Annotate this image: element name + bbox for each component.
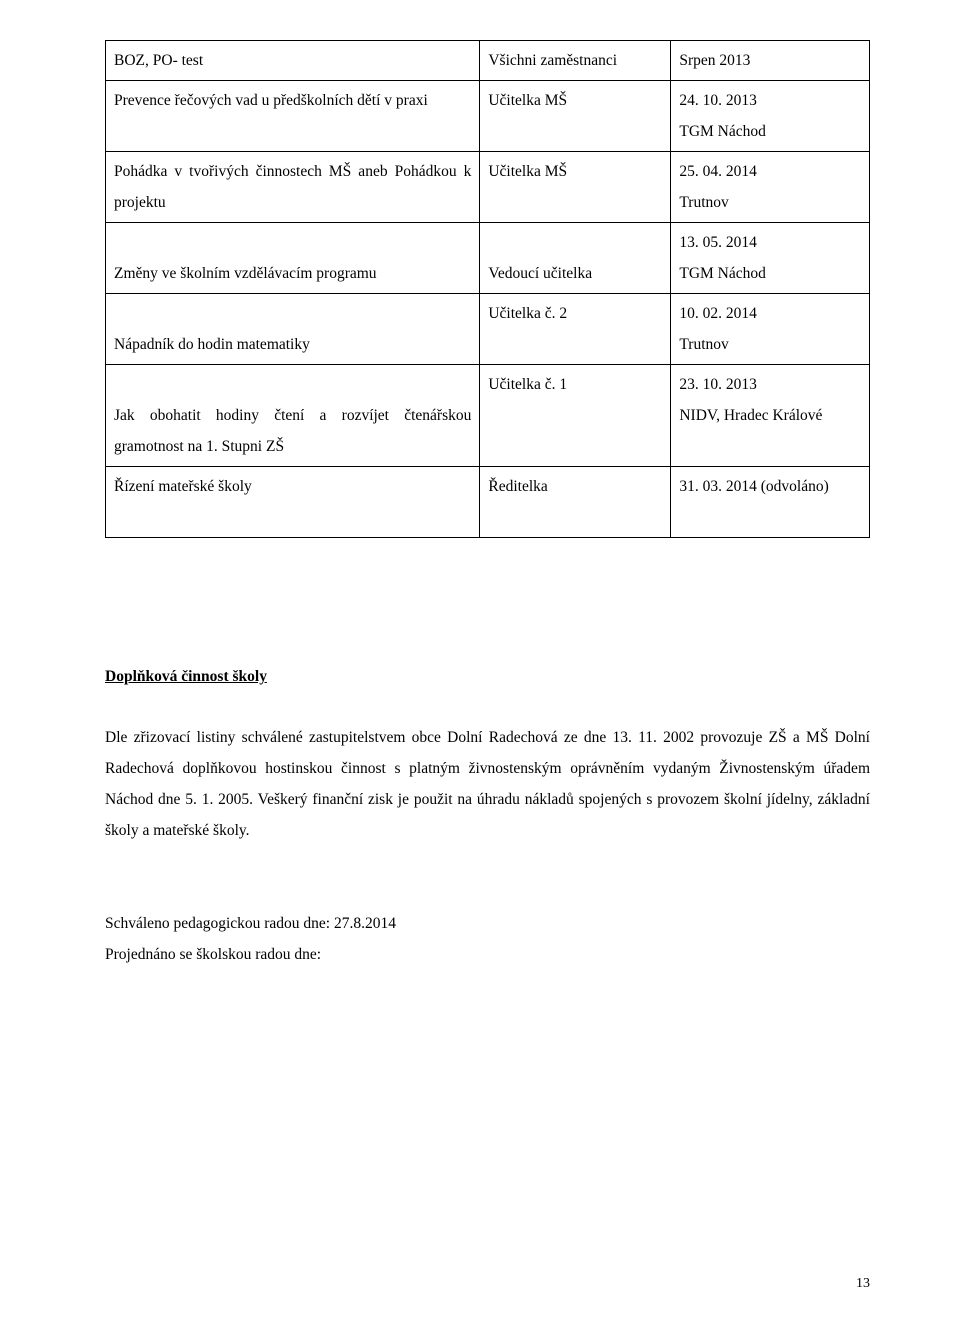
cell-date: 23. 10. 2013NIDV, Hradec Králové <box>671 365 870 467</box>
section-heading: Doplňková činnost školy <box>105 668 870 686</box>
cell-topic: BOZ, PO- test <box>106 41 480 81</box>
cell-date: 25. 04. 2014Trutnov <box>671 152 870 223</box>
discussed-line: Projednáno se školskou radou dne: <box>105 939 870 970</box>
cell-person: Učitelka MŠ <box>480 81 671 152</box>
cell-date: 24. 10. 2013TGM Náchod <box>671 81 870 152</box>
cell-date: 13. 05. 2014TGM Náchod <box>671 223 870 294</box>
page-number: 13 <box>856 1276 870 1292</box>
table-row: Nápadník do hodin matematiky Učitelka č.… <box>106 294 870 365</box>
table-row: Změny ve školním vzdělávacím programu Ve… <box>106 223 870 294</box>
document-page: BOZ, PO- test Všichni zaměstnanci Srpen … <box>0 0 960 1324</box>
cell-topic: Pohádka v tvořivých činnostech MŠ aneb P… <box>106 152 480 223</box>
cell-person: Učitelka MŠ <box>480 152 671 223</box>
cell-date: 10. 02. 2014Trutnov <box>671 294 870 365</box>
approval-line: Schváleno pedagogickou radou dne: 27.8.2… <box>105 908 870 939</box>
cell-topic: Prevence řečových vad u předškolních dět… <box>106 81 480 152</box>
spacer <box>105 846 870 908</box>
table-row: Pohádka v tvořivých činnostech MŠ aneb P… <box>106 152 870 223</box>
cell-person: Učitelka č. 2 <box>480 294 671 365</box>
cell-person: Ředitelka <box>480 467 671 538</box>
training-table: BOZ, PO- test Všichni zaměstnanci Srpen … <box>105 40 870 538</box>
table-row: Řízení mateřské školy Ředitelka 31. 03. … <box>106 467 870 538</box>
cell-topic: Nápadník do hodin matematiky <box>106 294 480 365</box>
table-row: Jak obohatit hodiny čtení a rozvíjet čte… <box>106 365 870 467</box>
cell-date: 31. 03. 2014 (odvoláno) <box>671 467 870 538</box>
cell-topic: Jak obohatit hodiny čtení a rozvíjet čte… <box>106 365 480 467</box>
cell-date: Srpen 2013 <box>671 41 870 81</box>
cell-person: Všichni zaměstnanci <box>480 41 671 81</box>
body-paragraph: Dle zřizovací listiny schválené zastupit… <box>105 722 870 846</box>
cell-person: Vedoucí učitelka <box>480 223 671 294</box>
cell-topic: Změny ve školním vzdělávacím programu <box>106 223 480 294</box>
table-row: Prevence řečových vad u předškolních dět… <box>106 81 870 152</box>
table-row: BOZ, PO- test Všichni zaměstnanci Srpen … <box>106 41 870 81</box>
cell-person: Učitelka č. 1 <box>480 365 671 467</box>
cell-topic: Řízení mateřské školy <box>106 467 480 538</box>
